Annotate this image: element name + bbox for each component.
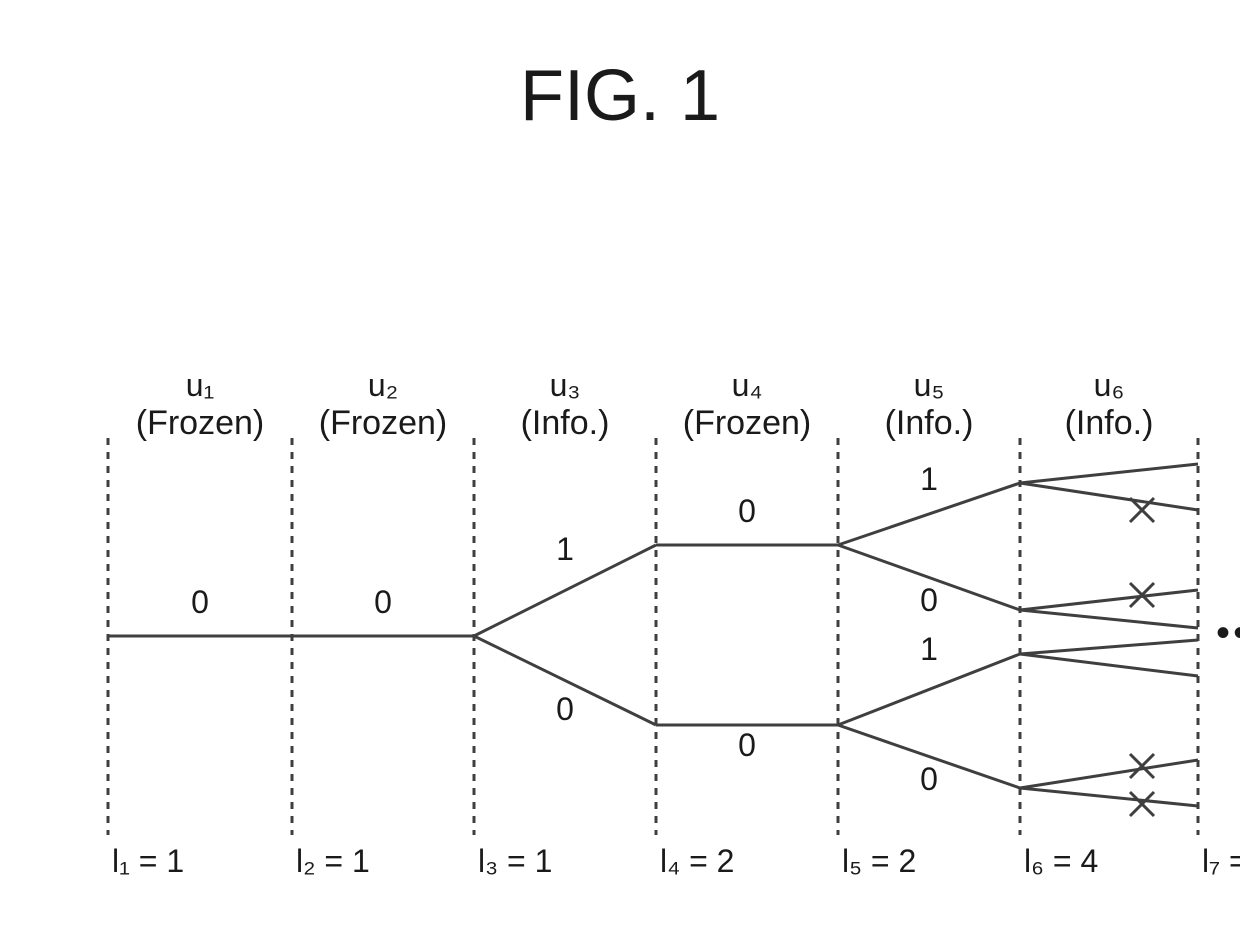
column-sub-label: (Frozen) <box>683 404 811 442</box>
column-top-label: u₂ <box>368 367 398 403</box>
column-sub-label: (Info.) <box>885 404 974 442</box>
column-bottom-label: l₃ = 1 <box>478 843 552 879</box>
edge-label: 1 <box>556 531 574 567</box>
edge-label: 0 <box>920 761 938 797</box>
edge-label: 0 <box>556 691 574 727</box>
column-bottom-label: l₂ = 1 <box>296 843 370 879</box>
edge-label: 0 <box>920 582 938 618</box>
edge-label: 0 <box>191 584 209 620</box>
column-bottom-label: l₆ = 4 <box>1024 843 1098 879</box>
column-sub-label: (Info.) <box>1065 404 1154 442</box>
column-top-label: u₄ <box>732 367 763 403</box>
column-top-label: u₃ <box>550 367 581 403</box>
column-bottom-label: l₇ = 4 <box>1202 843 1240 879</box>
edge-label: 1 <box>920 631 938 667</box>
edge-label: 1 <box>920 461 938 497</box>
column-bottom-label: l₁ = 1 <box>112 843 184 879</box>
edge-label: 0 <box>738 727 756 763</box>
edge-label: 0 <box>374 584 392 620</box>
column-bottom-label: l₅ = 2 <box>842 843 916 879</box>
edge-label: 0 <box>738 493 756 529</box>
column-sub-label: (Info.) <box>521 404 610 442</box>
column-sub-label: (Frozen) <box>319 404 447 442</box>
column-top-label: u₅ <box>914 367 945 403</box>
column-sub-label: (Frozen) <box>136 404 264 442</box>
column-bottom-label: l₄ = 2 <box>660 843 734 879</box>
column-top-label: u₆ <box>1094 367 1125 403</box>
figure-title: FIG. 1 <box>520 56 720 136</box>
background <box>0 0 1240 945</box>
column-top-label: u₁ <box>186 367 215 403</box>
ellipsis: • • • <box>1216 611 1240 655</box>
